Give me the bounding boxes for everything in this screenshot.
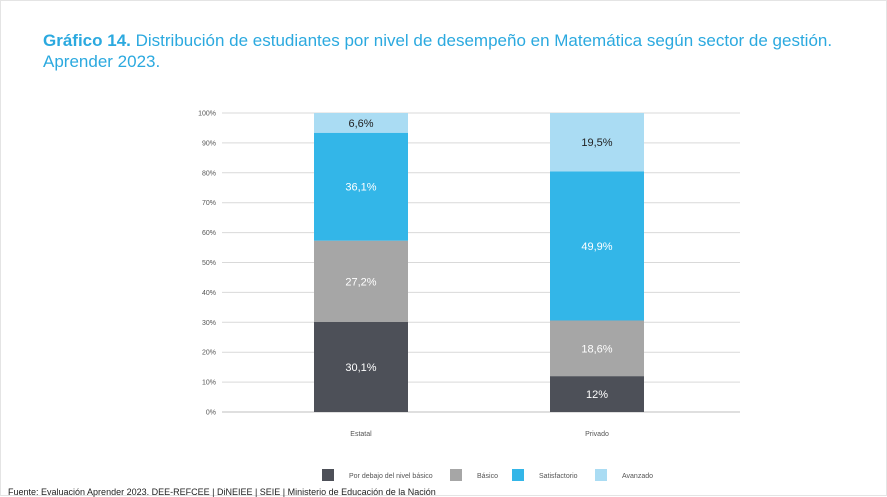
y-tick-label: 40% — [202, 290, 216, 297]
data-label: 49,9% — [581, 241, 612, 253]
legend-swatch — [512, 469, 524, 481]
chart-title-number: Gráfico 14. — [43, 31, 131, 50]
bar-segment — [314, 240, 408, 323]
y-tick-label: 60% — [202, 230, 216, 237]
y-tick-label: 30% — [202, 320, 216, 327]
x-tick-label: Privado — [585, 431, 609, 438]
legend: Por debajo del nivel básico Básico Satisfa… — [322, 469, 653, 481]
grid-lines — [222, 112, 740, 413]
y-tick-label: 90% — [202, 140, 216, 147]
legend-label: Básico — [477, 473, 498, 480]
legend-label: Por debajo del nivel básico — [349, 473, 433, 480]
data-label: 30,1% — [345, 362, 376, 374]
source-note: Fuente: Evaluación Aprender 2023. DEE-RE… — [8, 487, 436, 497]
y-tick-label: 50% — [202, 260, 216, 267]
y-tick-label: 80% — [202, 170, 216, 177]
data-label: 27,2% — [345, 276, 376, 288]
y-tick-label: 20% — [202, 350, 216, 357]
legend-swatch — [450, 469, 462, 481]
bar-segment — [550, 171, 644, 321]
bar-segment — [550, 376, 644, 412]
data-label: 6,6% — [348, 118, 373, 130]
bar-segment — [550, 113, 644, 172]
bar-segment — [314, 132, 408, 241]
data-label: 19,5% — [581, 137, 612, 149]
y-tick-label: 70% — [202, 200, 216, 207]
x-tick-label: Estatal — [350, 431, 372, 438]
y-axis: 0% 10% 20% 30% 40% 50% 60% 70% 80% 90% 100% — [198, 111, 216, 417]
y-tick-label: 0% — [206, 410, 216, 417]
legend-swatch — [322, 469, 334, 481]
bars: 30,1% 27,2% 36,1% 6,6% 12% 18,6% 49,9% 19,5% — [314, 113, 644, 412]
y-tick-label: 100% — [198, 111, 216, 118]
y-tick-label: 10% — [202, 380, 216, 387]
data-label: 18,6% — [581, 343, 612, 355]
data-label: 36,1% — [345, 182, 376, 194]
chart-title-text: Distribución de estudiantes por nivel de… — [43, 31, 833, 71]
legend-label: Satisfactorio — [539, 473, 578, 480]
bar-segment — [314, 113, 408, 133]
bar-segment — [550, 320, 644, 377]
bar-segment — [314, 322, 408, 412]
chart-title: Gráfico 14. Distribución de estudiantes … — [43, 30, 873, 72]
legend-label: Avanzado — [622, 473, 653, 480]
data-label: 12% — [586, 389, 608, 401]
x-axis: Estatal Privado — [350, 431, 609, 438]
legend-swatch — [595, 469, 607, 481]
